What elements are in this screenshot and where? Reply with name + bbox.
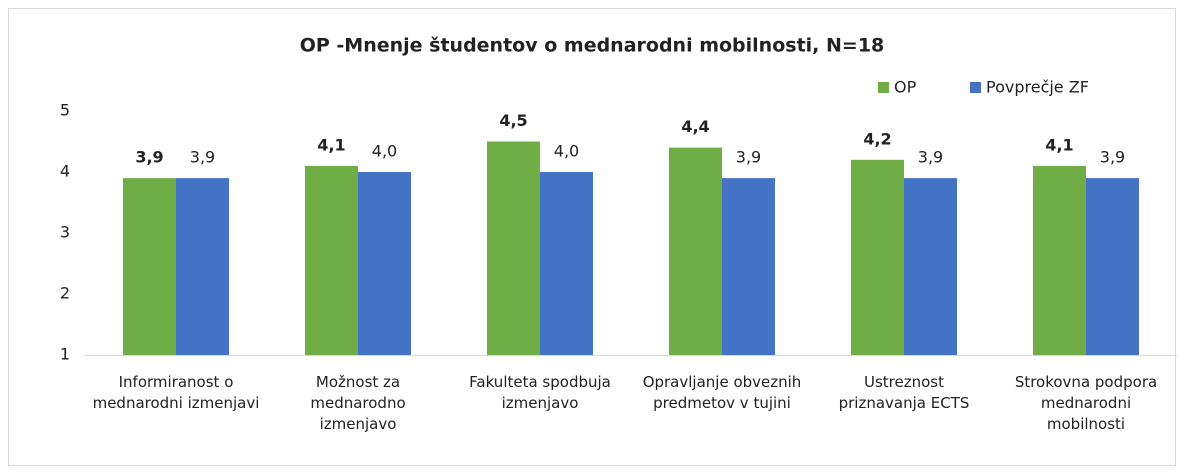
bar xyxy=(176,178,229,355)
bar xyxy=(851,159,904,355)
x-tick-label: Fakulteta spodbuja izmenjavo xyxy=(469,373,611,412)
x-tick-label: Ustreznost priznavanja ECTS xyxy=(838,373,970,412)
bar xyxy=(305,165,358,355)
bar xyxy=(123,178,176,355)
y-tick-label: 2 xyxy=(60,284,70,303)
x-tick-label: Možnost za mednarodno izmenjavo xyxy=(310,373,406,433)
legend-label: Povprečje ZF xyxy=(986,78,1089,97)
data-label: 4,1 xyxy=(317,135,345,154)
data-label: 4,0 xyxy=(554,142,579,161)
bar xyxy=(1086,178,1139,355)
data-label: 4,2 xyxy=(863,129,891,148)
y-tick-label: 4 xyxy=(60,162,70,181)
x-tick-label: Informiranost o mednarodni izmenjavi xyxy=(92,373,260,412)
data-label: 4,4 xyxy=(681,117,709,136)
bar xyxy=(722,178,775,355)
data-label: 3,9 xyxy=(918,148,943,167)
y-tick-label: 5 xyxy=(60,101,70,120)
y-tick-label: 1 xyxy=(60,345,70,364)
data-label: 3,9 xyxy=(135,148,163,167)
data-label: 3,9 xyxy=(736,148,761,167)
bar xyxy=(904,178,957,355)
data-label: 3,9 xyxy=(1100,148,1125,167)
bar xyxy=(487,141,540,355)
chart-title: OP -Mnenje študentov o mednarodni mobiln… xyxy=(300,35,885,57)
bar xyxy=(669,147,722,355)
x-tick-label: Strokovna podpora mednarodni mobilnosti xyxy=(1014,373,1158,433)
data-label: 4,0 xyxy=(372,142,397,161)
bar xyxy=(1033,165,1086,355)
y-tick-label: 3 xyxy=(60,223,70,242)
data-label: 4,1 xyxy=(1045,135,1073,154)
data-label: 3,9 xyxy=(190,148,215,167)
x-tick-label: Opravljanje obveznih predmetov v tujini xyxy=(642,373,802,412)
data-label: 4,5 xyxy=(499,111,527,130)
legend-label: OP xyxy=(894,78,917,97)
legend-swatch xyxy=(878,82,889,93)
bar xyxy=(540,172,593,355)
legend-swatch xyxy=(970,82,981,93)
bar xyxy=(358,172,411,355)
